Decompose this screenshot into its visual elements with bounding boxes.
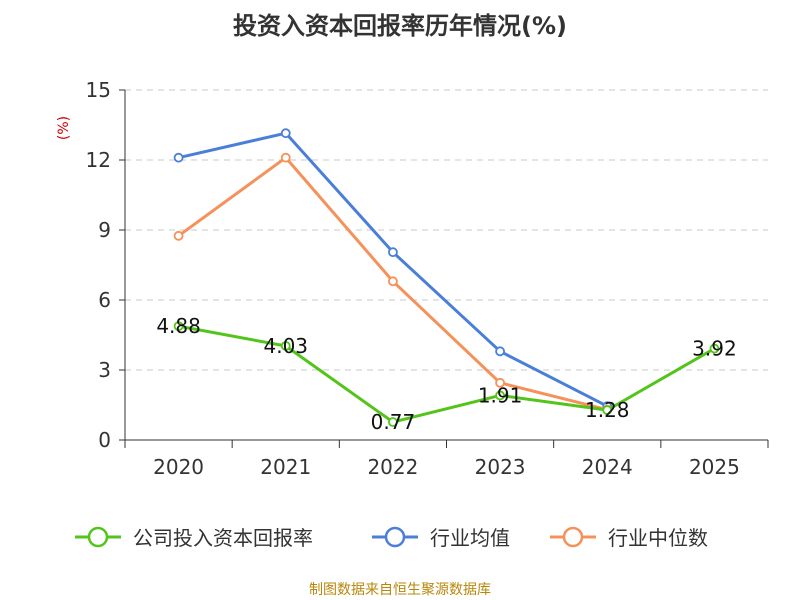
y-axis-label: (%) bbox=[56, 116, 72, 140]
data-point bbox=[280, 341, 291, 351]
data-label: 1.91 bbox=[478, 383, 523, 407]
data-label: 4.88 bbox=[156, 314, 201, 338]
data-point bbox=[495, 346, 505, 357]
legend-label: 行业均值 bbox=[430, 526, 510, 550]
data-point bbox=[388, 247, 398, 258]
grid-lines bbox=[125, 89, 768, 371]
legend-marker bbox=[384, 526, 406, 548]
data-point bbox=[173, 321, 184, 332]
legend-item[interactable]: 公司投入资本回报率 bbox=[75, 526, 313, 550]
data-labels: 4.88 4.03 0.77 1.91 1.28 3.92 bbox=[156, 314, 736, 434]
y-tick-label: 0 bbox=[98, 428, 111, 452]
x-tick-label: 2024 bbox=[582, 455, 633, 479]
x-tick-label: 2022 bbox=[367, 455, 418, 479]
data-point bbox=[709, 343, 720, 354]
legend-item[interactable]: 行业中位数 bbox=[550, 526, 708, 550]
data-point bbox=[495, 390, 505, 401]
y-tick-label: 12 bbox=[86, 148, 111, 172]
data-label: 1.28 bbox=[585, 398, 630, 422]
x-tick-label: 2023 bbox=[475, 455, 526, 479]
x-tick-label: 2020 bbox=[153, 455, 204, 479]
series-line bbox=[178, 131, 608, 408]
data-point bbox=[173, 152, 184, 163]
y-tick-label: 15 bbox=[86, 78, 111, 102]
data-point bbox=[280, 152, 291, 163]
legend: 公司投入资本回报率 行业均值 行业中位数 bbox=[75, 526, 708, 550]
legend-marker bbox=[562, 526, 584, 548]
series-lines bbox=[173, 128, 720, 427]
legend-item[interactable]: 行业均值 bbox=[372, 526, 510, 550]
x-tick-label: 2021 bbox=[260, 455, 311, 479]
data-point bbox=[388, 276, 398, 287]
legend-marker bbox=[87, 526, 109, 548]
data-point bbox=[602, 405, 613, 416]
data-label: 0.77 bbox=[371, 410, 416, 434]
data-label: 3.92 bbox=[692, 337, 737, 361]
data-point bbox=[173, 230, 184, 241]
series-0 bbox=[173, 321, 720, 427]
legend-label: 公司投入资本回报率 bbox=[133, 526, 313, 550]
y-tick-label: 6 bbox=[98, 288, 111, 312]
legend-label: 行业中位数 bbox=[608, 526, 708, 550]
series-line bbox=[178, 324, 716, 424]
chart-title: 投资入资本回报率历年情况(%) bbox=[233, 12, 567, 40]
axes: 0 3 6 9 12 15 2020 2021 2022 2023 2024 2025 bbox=[86, 78, 769, 479]
series-2 bbox=[173, 152, 613, 415]
data-point bbox=[495, 377, 505, 388]
data-point bbox=[280, 128, 291, 139]
source-note: 制图数据来自恒生聚源数据库 bbox=[309, 582, 491, 598]
data-point bbox=[388, 417, 398, 427]
x-tick-label: 2025 bbox=[689, 455, 740, 479]
data-label: 4.03 bbox=[263, 334, 308, 358]
y-tick-label: 3 bbox=[98, 358, 111, 382]
y-tick-label: 9 bbox=[98, 218, 111, 242]
series-1 bbox=[173, 128, 613, 412]
